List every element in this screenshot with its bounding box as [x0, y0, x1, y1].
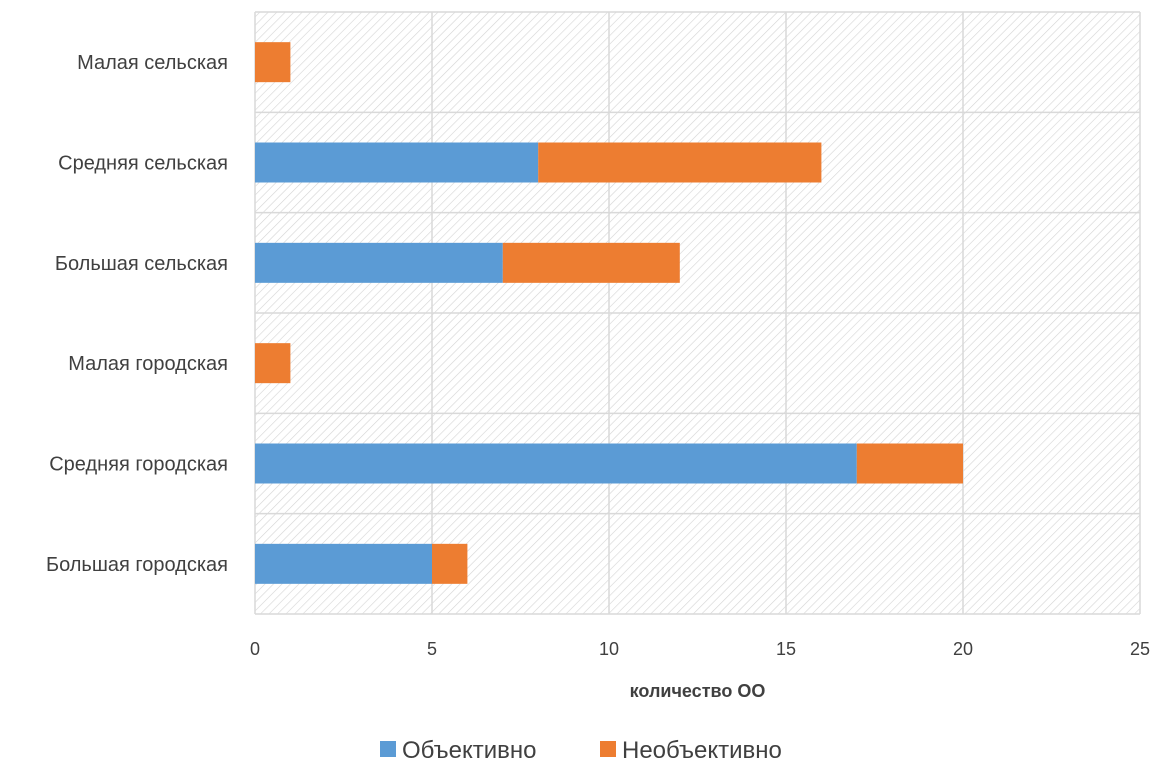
x-tick-labels: 0 5 10 15 20 25	[250, 639, 1150, 659]
bar-segment-nonobjective	[255, 42, 291, 83]
bar-segment-nonobjective	[255, 343, 291, 384]
bars	[255, 42, 963, 584]
x-axis-title: количество ОО	[630, 681, 766, 701]
gridlines	[254, 11, 1141, 615]
bar-segment-nonobjective	[432, 543, 468, 584]
category-label: Большая городская	[46, 554, 228, 576]
bar-segment-nonobjective	[538, 142, 822, 183]
bar-segment-nonobjective	[502, 242, 680, 283]
category-label: Малая сельская	[77, 52, 228, 74]
bar-segment-nonobjective	[856, 443, 963, 484]
category-labels: Малая сельская Средняя сельская Большая се…	[46, 52, 228, 576]
legend-label: Необъективно	[622, 737, 782, 764]
category-label: Средняя городская	[49, 454, 228, 476]
x-tick-label: 5	[427, 639, 437, 659]
legend-swatch	[380, 741, 396, 757]
bar-segment-objective	[255, 543, 432, 584]
bar-segment-objective	[255, 443, 857, 484]
bar-segment-objective	[255, 242, 503, 283]
category-label: Малая городская	[68, 353, 228, 375]
x-tick-label: 25	[1130, 639, 1150, 659]
bar-segment-objective	[255, 142, 539, 183]
legend: Объективно Необъективно	[380, 737, 782, 764]
x-tick-label: 0	[250, 639, 260, 659]
legend-label: Объективно	[402, 737, 536, 764]
category-label: Средняя сельская	[58, 153, 228, 175]
category-label: Большая сельская	[55, 253, 228, 275]
x-tick-label: 20	[953, 639, 973, 659]
x-tick-label: 15	[776, 639, 796, 659]
legend-swatch	[600, 741, 616, 757]
x-tick-label: 10	[599, 639, 619, 659]
